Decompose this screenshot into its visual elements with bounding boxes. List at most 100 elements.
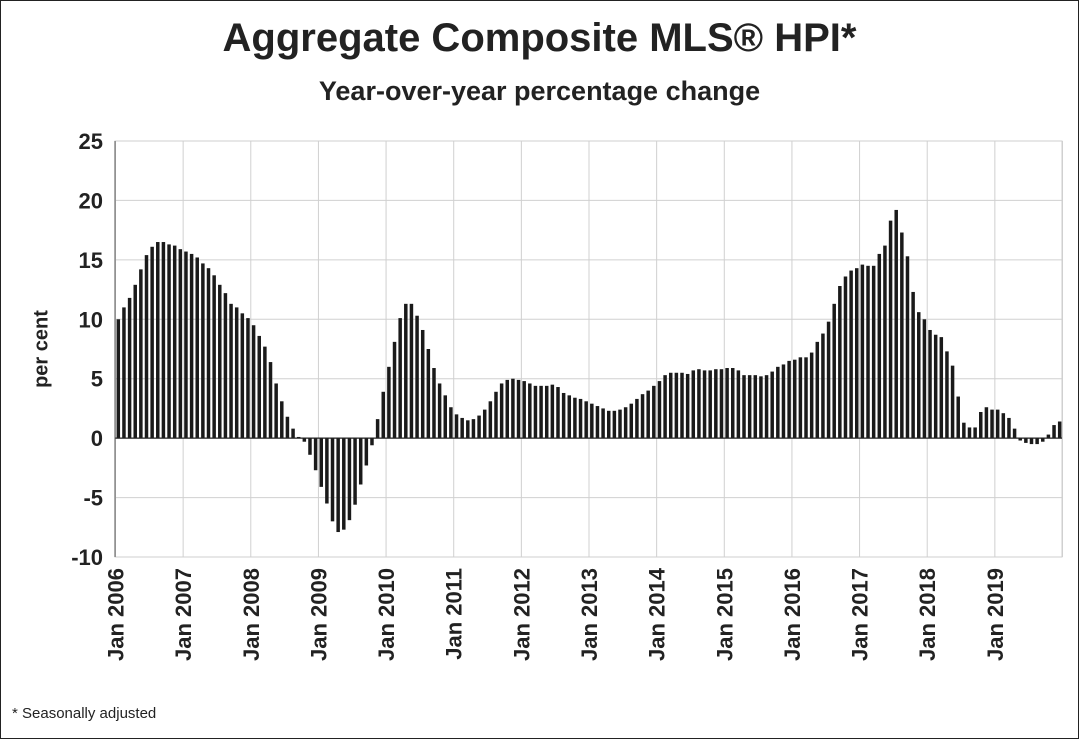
bar (336, 438, 340, 533)
bar (674, 372, 679, 439)
bar (268, 362, 273, 439)
bar (212, 275, 216, 439)
bar (251, 325, 256, 439)
bar (871, 265, 876, 439)
bar (353, 438, 357, 505)
bar (274, 383, 278, 439)
bar (325, 438, 329, 504)
bar (172, 245, 177, 439)
bar (578, 398, 583, 439)
bar (1018, 438, 1022, 441)
chart-subtitle: Year-over-year percentage change (318, 76, 761, 106)
bar (347, 438, 352, 521)
bar (956, 396, 960, 439)
bar (776, 366, 780, 439)
bar (939, 337, 944, 439)
bar (843, 276, 848, 439)
bar (488, 401, 493, 439)
bar (144, 255, 149, 439)
bar (855, 268, 859, 439)
y-tick-label: 25 (79, 129, 103, 154)
bar (437, 383, 442, 439)
bar (573, 397, 577, 439)
x-tick-label: Jan 2011 (442, 568, 467, 660)
bar (139, 269, 143, 439)
bar (1024, 438, 1028, 443)
bar (544, 385, 549, 439)
bar (866, 265, 870, 439)
bar (364, 438, 369, 466)
bar (702, 370, 707, 439)
bar (263, 346, 267, 439)
bar (945, 351, 949, 439)
x-tick-label: Jan 2006 (104, 568, 129, 661)
bar (1035, 438, 1039, 445)
chart-title: Aggregate Composite MLS® HPI* (222, 16, 857, 60)
footnote: * Seasonally adjusted (12, 705, 157, 722)
bar (454, 414, 459, 439)
x-tick-label: Jan 2012 (509, 568, 534, 661)
bar (240, 313, 245, 439)
bar (471, 419, 476, 439)
bar (449, 407, 453, 439)
bar (308, 438, 312, 455)
bar (1052, 425, 1056, 439)
bar (623, 407, 628, 439)
bar (815, 341, 820, 439)
y-tick-label: -5 (83, 486, 103, 511)
bar (511, 378, 515, 439)
bar (184, 251, 188, 439)
bar (905, 256, 910, 439)
bar (697, 369, 701, 439)
bar (409, 303, 414, 439)
bar (246, 318, 250, 439)
bar (781, 364, 786, 439)
bar (792, 359, 797, 439)
bar (657, 381, 662, 439)
bar (742, 375, 746, 439)
bar (990, 409, 994, 439)
x-tick-label: Jan 2013 (577, 568, 602, 661)
y-tick-label: 15 (79, 248, 103, 273)
bar (499, 383, 504, 439)
bar (1012, 428, 1017, 439)
bar (1057, 421, 1062, 439)
bar (736, 370, 741, 439)
x-tick-label: Jan 2008 (239, 568, 264, 661)
bar (725, 368, 729, 439)
bar (928, 329, 932, 439)
bar (156, 242, 160, 439)
bar (979, 411, 983, 439)
bar (116, 319, 121, 439)
bar (646, 390, 650, 439)
bar (466, 420, 470, 439)
bar (342, 438, 346, 530)
bar (764, 375, 769, 439)
bar (826, 321, 831, 439)
bar (832, 303, 836, 439)
bar (567, 395, 572, 439)
bar (606, 410, 611, 439)
bar (719, 369, 724, 439)
y-tick-label: 5 (91, 367, 103, 392)
bar (189, 253, 194, 439)
bar (150, 246, 154, 439)
bar (708, 370, 712, 439)
bar (522, 381, 526, 439)
y-tick-label: 0 (91, 426, 103, 451)
bar (984, 407, 989, 439)
bar (894, 209, 898, 439)
bar (392, 341, 397, 439)
bar (883, 245, 887, 439)
bar (415, 315, 419, 439)
bar (612, 410, 617, 439)
x-tick-label: Jan 2017 (848, 568, 873, 661)
bar (691, 370, 696, 439)
bar (375, 419, 380, 439)
bar (122, 307, 126, 439)
bar (167, 244, 171, 439)
x-tick-label: Jan 2014 (645, 567, 670, 661)
bar (291, 428, 295, 439)
bar (618, 409, 622, 439)
